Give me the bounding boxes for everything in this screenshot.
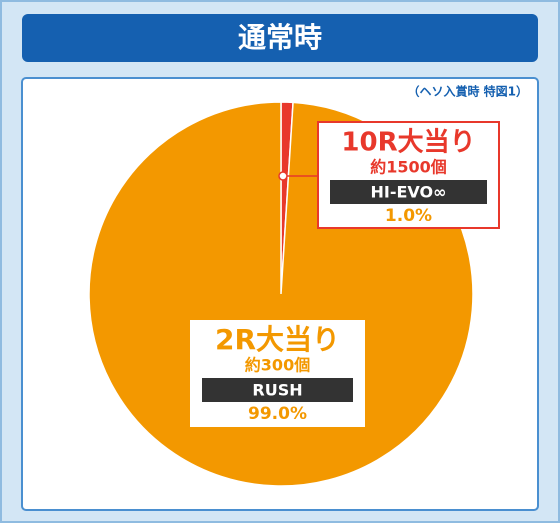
slice-name: 2R大当り [215,323,340,356]
slice-mode: HI-EVO∞ [371,183,447,202]
value-label: 99.0% [248,404,307,424]
subtitle: （ヘソ入賞時 特図1） [407,84,528,99]
slice-payout: 約1500個 [370,158,447,177]
title-bar [22,14,538,62]
label-box [317,121,500,229]
value-label: 1.0% [385,206,432,226]
label-box [190,320,365,427]
slice-payout: 約300個 [245,356,310,375]
chart-title: 通常時 [238,21,322,54]
mode-bar [330,180,487,204]
slice-mode: RUSH [252,381,302,400]
mode-bar [202,378,353,402]
slice-name: 10R大当り [341,128,475,158]
leader-dot [278,171,288,181]
